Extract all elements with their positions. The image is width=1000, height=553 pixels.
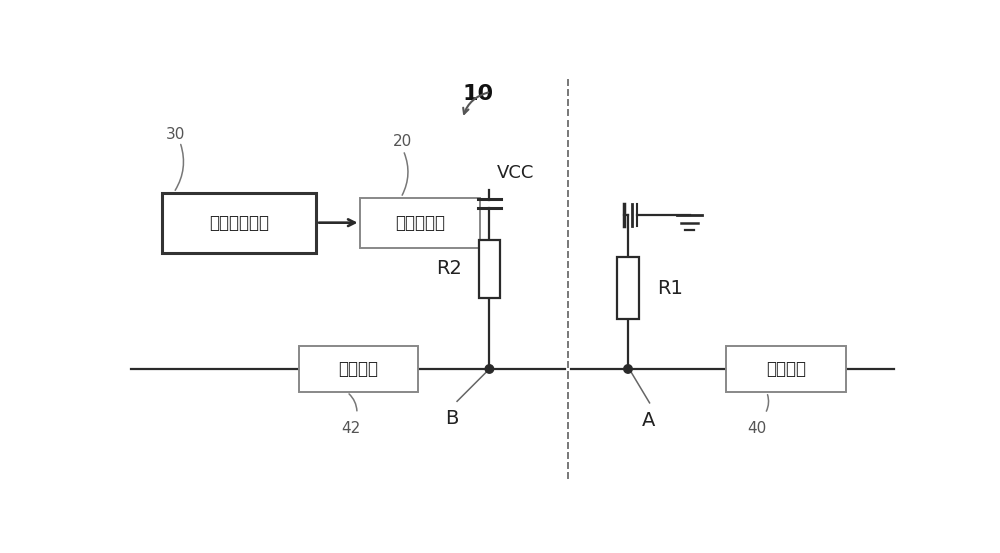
Bar	[617, 257, 639, 319]
Text: 高速信号: 高速信号	[766, 360, 806, 378]
Text: R2: R2	[436, 259, 462, 278]
Bar	[360, 197, 480, 248]
Text: 信号检测端口: 信号检测端口	[209, 213, 269, 232]
Bar	[162, 192, 316, 253]
Circle shape	[624, 365, 632, 373]
Text: 10: 10	[462, 84, 493, 104]
Text: R1: R1	[657, 279, 683, 298]
Circle shape	[485, 365, 494, 373]
Text: VCC: VCC	[497, 164, 534, 182]
Bar	[479, 240, 500, 298]
Text: 高速信号: 高速信号	[338, 360, 378, 378]
Text: 40: 40	[748, 421, 767, 436]
Text: 42: 42	[341, 421, 360, 436]
Bar	[726, 346, 846, 392]
Text: 30: 30	[166, 127, 185, 142]
Bar	[299, 346, 418, 392]
Text: B: B	[445, 409, 458, 428]
Text: A: A	[642, 411, 655, 430]
Text: 20: 20	[393, 134, 412, 149]
Text: 低通滤波器: 低通滤波器	[395, 213, 445, 232]
